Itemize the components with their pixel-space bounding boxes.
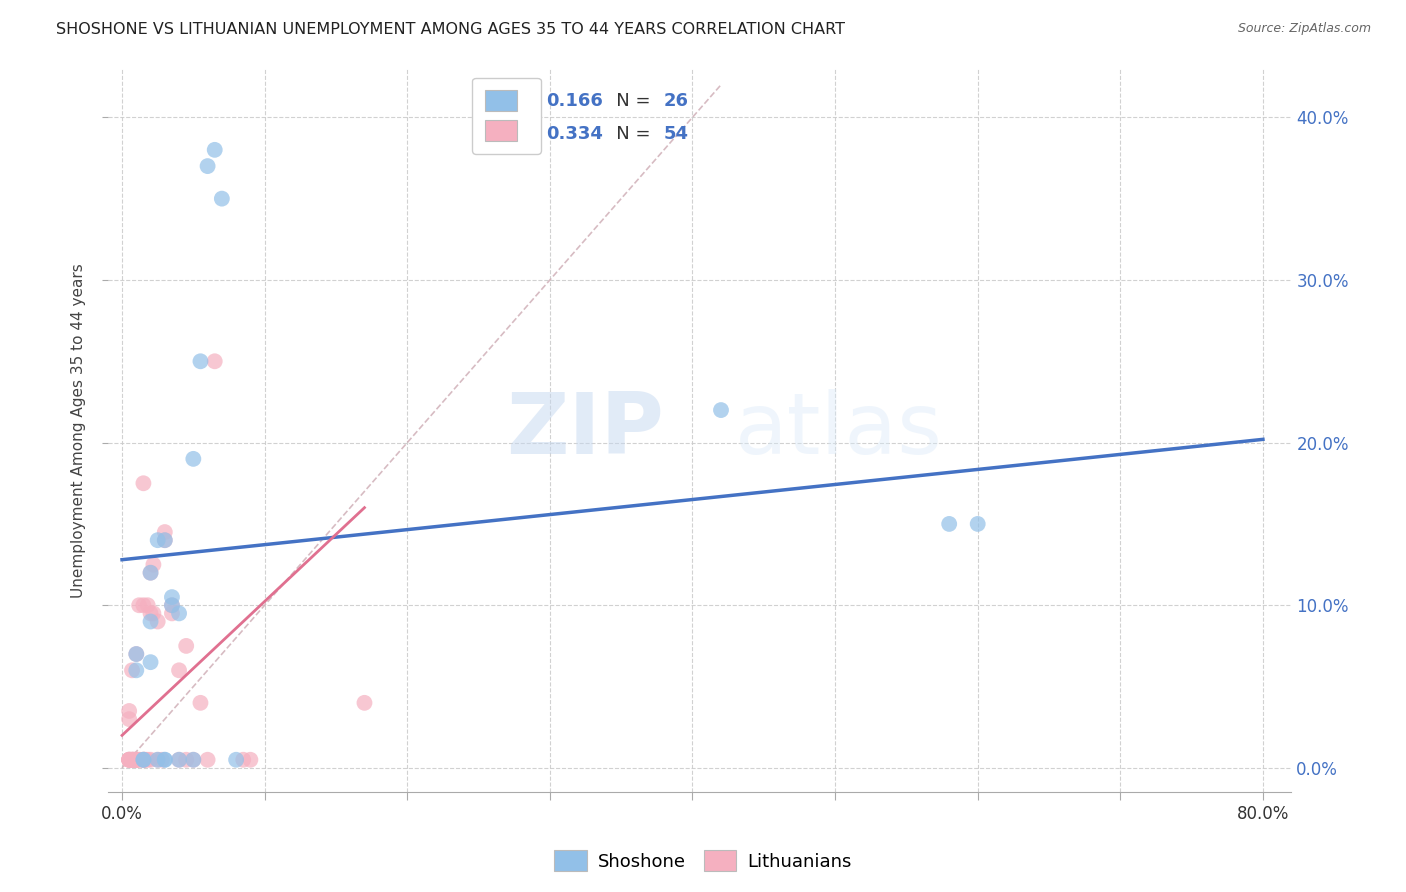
Point — [121, 753, 143, 767]
Point — [132, 753, 155, 767]
Point — [139, 566, 162, 580]
Point — [153, 753, 176, 767]
Text: 54: 54 — [664, 125, 689, 143]
Text: Source: ZipAtlas.com: Source: ZipAtlas.com — [1237, 22, 1371, 36]
Point — [125, 753, 148, 767]
Point — [239, 753, 262, 767]
Point — [121, 753, 143, 767]
Point — [132, 753, 155, 767]
Point — [118, 753, 141, 767]
Point — [132, 599, 155, 613]
Point — [183, 451, 205, 466]
Legend: , : , — [472, 78, 540, 153]
Point — [174, 639, 197, 653]
Point — [150, 753, 173, 767]
Point — [204, 354, 226, 368]
Point — [139, 655, 162, 669]
Point — [710, 403, 733, 417]
Point — [153, 753, 176, 767]
Point — [142, 558, 165, 572]
Point — [190, 696, 212, 710]
Point — [122, 753, 145, 767]
Point — [146, 753, 169, 767]
Point — [160, 599, 183, 613]
Text: N =: N = — [599, 92, 657, 110]
Legend: Shoshone, Lithuanians: Shoshone, Lithuanians — [547, 843, 859, 879]
Text: SHOSHONE VS LITHUANIAN UNEMPLOYMENT AMONG AGES 35 TO 44 YEARS CORRELATION CHART: SHOSHONE VS LITHUANIAN UNEMPLOYMENT AMON… — [56, 22, 845, 37]
Point — [160, 590, 183, 604]
Point — [167, 753, 190, 767]
Point — [142, 607, 165, 621]
Point — [118, 704, 141, 718]
Point — [174, 753, 197, 767]
Point — [121, 753, 143, 767]
Point — [146, 615, 169, 629]
Point — [118, 712, 141, 726]
Text: R =: R = — [489, 125, 534, 143]
Point — [128, 753, 150, 767]
Point — [118, 753, 141, 767]
Point — [121, 663, 143, 677]
Text: R =: R = — [489, 92, 534, 110]
Point — [183, 753, 205, 767]
Text: 26: 26 — [664, 92, 689, 110]
Point — [146, 753, 169, 767]
Text: atlas: atlas — [735, 389, 943, 472]
Point — [160, 607, 183, 621]
Point — [153, 524, 176, 539]
Point — [134, 753, 156, 767]
Point — [118, 753, 141, 767]
Point — [136, 599, 159, 613]
Point — [232, 753, 254, 767]
Point — [197, 753, 219, 767]
Point — [139, 615, 162, 629]
Text: 0.334: 0.334 — [546, 125, 603, 143]
Text: ZIP: ZIP — [506, 389, 664, 472]
Point — [125, 647, 148, 661]
Point — [134, 753, 156, 767]
Point — [122, 753, 145, 767]
Point — [132, 753, 155, 767]
Point — [132, 476, 155, 491]
Point — [211, 192, 233, 206]
Point — [153, 533, 176, 548]
Point — [167, 753, 190, 767]
Point — [139, 607, 162, 621]
Point — [139, 753, 162, 767]
Y-axis label: Unemployment Among Ages 35 to 44 years: Unemployment Among Ages 35 to 44 years — [72, 263, 86, 598]
Point — [125, 753, 148, 767]
Point — [125, 753, 148, 767]
Point — [966, 516, 988, 531]
Point — [132, 753, 155, 767]
Point — [938, 516, 960, 531]
Point — [353, 696, 375, 710]
Point — [128, 599, 150, 613]
Point — [160, 599, 183, 613]
Point — [128, 753, 150, 767]
Point — [122, 753, 145, 767]
Point — [183, 753, 205, 767]
Point — [125, 753, 148, 767]
Point — [136, 753, 159, 767]
Point — [204, 143, 226, 157]
Text: 0.166: 0.166 — [546, 92, 603, 110]
Point — [190, 354, 212, 368]
Point — [225, 753, 247, 767]
Point — [167, 607, 190, 621]
Text: N =: N = — [599, 125, 657, 143]
Point — [139, 566, 162, 580]
Point — [125, 753, 148, 767]
Point — [125, 647, 148, 661]
Point — [153, 533, 176, 548]
Point — [167, 663, 190, 677]
Point — [118, 753, 141, 767]
Point — [118, 753, 141, 767]
Point — [125, 663, 148, 677]
Point — [146, 533, 169, 548]
Point — [197, 159, 219, 173]
